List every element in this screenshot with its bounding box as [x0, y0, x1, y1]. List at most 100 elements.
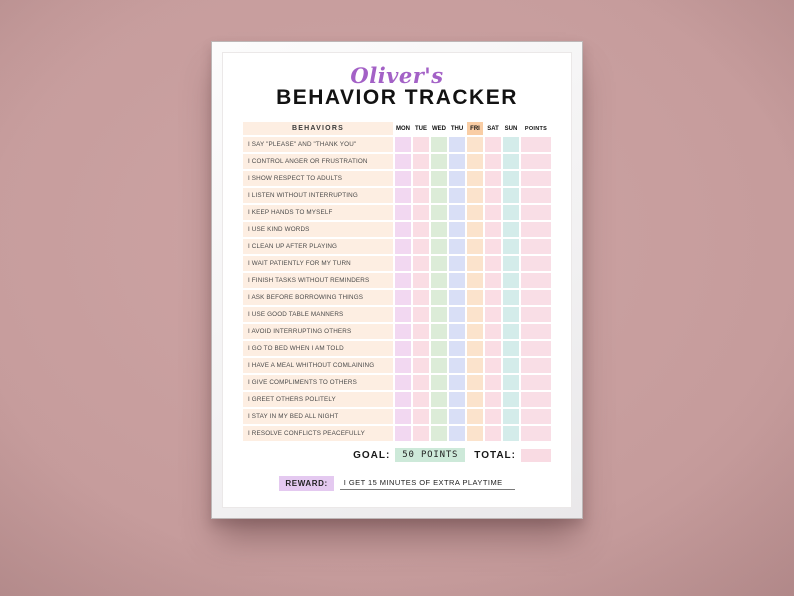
day-header-mon: MON	[396, 125, 410, 132]
day-cell	[413, 239, 429, 254]
behavior-label: I STAY IN MY BED ALL NIGHT	[243, 409, 393, 424]
day-cell	[431, 171, 447, 186]
day-cell	[485, 222, 501, 237]
day-cell	[449, 409, 465, 424]
day-cell	[395, 154, 411, 169]
day-cell	[413, 409, 429, 424]
points-cell	[521, 188, 551, 203]
day-cell	[467, 205, 483, 220]
behavior-label: I LISTEN WITHOUT INTERRUPTING	[243, 188, 393, 203]
behavior-label: I SAY "PLEASE" AND "THANK YOU"	[243, 137, 393, 152]
day-cell	[395, 205, 411, 220]
day-cell	[413, 290, 429, 305]
total-value-box	[521, 448, 551, 462]
day-cell	[431, 358, 447, 373]
day-cell	[413, 188, 429, 203]
total-label: TOTAL:	[474, 449, 516, 461]
day-cell	[431, 205, 447, 220]
day-cell	[413, 137, 429, 152]
behavior-label: I GO TO BED WHEN I AM TOLD	[243, 341, 393, 356]
day-cell	[485, 307, 501, 322]
day-cell	[485, 137, 501, 152]
day-cell	[503, 358, 519, 373]
goal-label: GOAL:	[353, 449, 391, 461]
day-cell	[395, 239, 411, 254]
points-cell	[521, 256, 551, 271]
day-cell	[503, 324, 519, 339]
day-cell	[413, 358, 429, 373]
day-cell	[395, 358, 411, 373]
tracker-poster: Oliver's BEHAVIOR TRACKER BEHAVIORS MON TU…	[222, 52, 572, 508]
behavior-label: I GIVE COMPLIMENTS TO OTHERS	[243, 375, 393, 390]
picture-frame: Oliver's BEHAVIOR TRACKER BEHAVIORS MON TU…	[211, 41, 583, 519]
day-header-sun: SUN	[504, 125, 518, 132]
day-cell	[485, 341, 501, 356]
points-cell	[521, 409, 551, 424]
day-cell	[449, 426, 465, 441]
day-header-thu: THU	[450, 125, 464, 132]
day-header-wed: WED	[432, 125, 446, 132]
day-cell	[431, 256, 447, 271]
day-cell	[413, 341, 429, 356]
day-cell	[395, 290, 411, 305]
day-cell	[431, 239, 447, 254]
day-cell	[467, 171, 483, 186]
day-cell	[431, 273, 447, 288]
day-cell	[395, 171, 411, 186]
day-cell	[449, 392, 465, 407]
behavior-label: I HAVE A MEAL WHITHOUT COMLAINING	[243, 358, 393, 373]
day-cell	[485, 392, 501, 407]
day-cell	[431, 426, 447, 441]
day-cell	[467, 290, 483, 305]
day-cell	[431, 341, 447, 356]
behaviors-header: BEHAVIORS	[243, 122, 393, 135]
day-cell	[503, 273, 519, 288]
day-cell	[449, 154, 465, 169]
points-cell	[521, 426, 551, 441]
day-cell	[395, 137, 411, 152]
points-cell	[521, 290, 551, 305]
behavior-label: I KEEP HANDS TO MYSELF	[243, 205, 393, 220]
day-cell	[503, 256, 519, 271]
day-cell	[413, 307, 429, 322]
day-cell	[485, 239, 501, 254]
day-cell	[503, 307, 519, 322]
behavior-label: I GREET OTHERS POLITELY	[243, 392, 393, 407]
day-cell	[467, 222, 483, 237]
day-cell	[449, 137, 465, 152]
day-cell	[413, 171, 429, 186]
goal-total-row: GOAL: 50 POINTS TOTAL:	[243, 448, 551, 462]
tracker-table: BEHAVIORS MON TUE WED THU FRI SAT SUN POINTS I SA…	[243, 122, 551, 441]
day-cell	[413, 273, 429, 288]
day-cell	[413, 392, 429, 407]
day-cell	[467, 358, 483, 373]
day-cell	[395, 188, 411, 203]
day-cell	[449, 341, 465, 356]
day-cell	[413, 154, 429, 169]
points-cell	[521, 137, 551, 152]
day-cell	[485, 426, 501, 441]
day-cell	[431, 222, 447, 237]
behavior-label: I FINISH TASKS WITHOUT REMINDERS	[243, 273, 393, 288]
day-cell	[413, 205, 429, 220]
day-cell	[485, 290, 501, 305]
behavior-label: I SHOW RESPECT TO ADULTS	[243, 171, 393, 186]
day-cell	[485, 358, 501, 373]
behavior-label: I USE KIND WORDS	[243, 222, 393, 237]
day-cell	[467, 239, 483, 254]
day-header-fri: FRI	[467, 122, 483, 135]
reward-label: REWARD:	[279, 476, 334, 491]
day-cell	[449, 273, 465, 288]
day-cell	[431, 307, 447, 322]
day-cell	[467, 392, 483, 407]
day-cell	[503, 154, 519, 169]
day-cell	[467, 409, 483, 424]
day-cell	[467, 426, 483, 441]
day-cell	[395, 222, 411, 237]
day-cell	[395, 341, 411, 356]
day-cell	[413, 222, 429, 237]
day-cell	[449, 358, 465, 373]
day-cell	[449, 324, 465, 339]
goal-value: 50 POINTS	[395, 448, 466, 462]
day-cell	[467, 307, 483, 322]
